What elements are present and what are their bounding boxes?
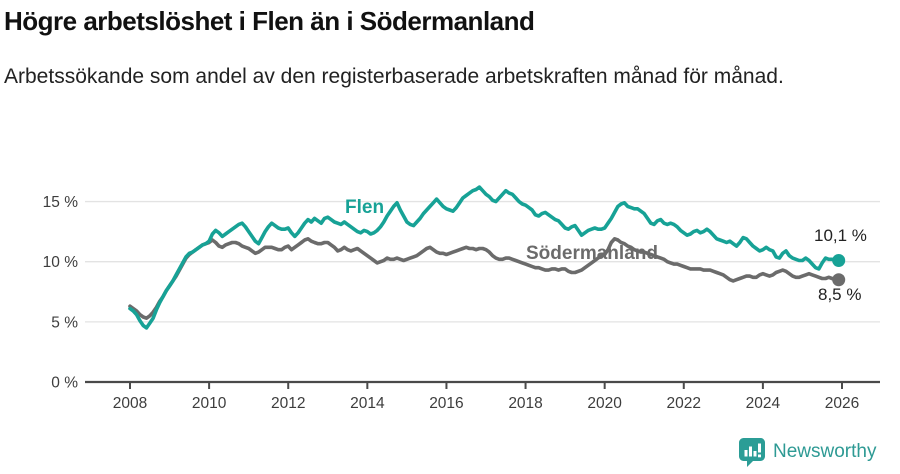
newsworthy-logo-icon — [738, 437, 766, 467]
x-tick-label: 2010 — [192, 395, 227, 412]
x-tick-label: 2014 — [350, 395, 385, 412]
x-tick-label: 2020 — [587, 395, 622, 412]
chart-subtitle: Arbetssökande som andel av den registerb… — [4, 65, 784, 88]
series-label-flen: Flen — [345, 197, 385, 218]
y-tick-label: 5 % — [51, 314, 78, 331]
x-tick-label: 2024 — [746, 395, 781, 412]
page-title: Högre arbetslöshet i Flen än i Södermanl… — [4, 6, 535, 36]
y-tick-label: 0 % — [51, 375, 78, 392]
series-end-dot-flen — [832, 253, 846, 267]
series-line-flen — [128, 185, 841, 330]
newsworthy-brand-text: Newsworthy — [773, 441, 877, 462]
series-end-dot-södermanland — [832, 273, 846, 287]
y-tick-label: 15 % — [43, 194, 79, 211]
newsworthy-brand-link[interactable]: Newsworthy — [738, 437, 876, 467]
y-tick-label: 10 % — [43, 254, 79, 271]
end-value-sodermanland: 8,5 % — [818, 285, 862, 304]
series-line-södermanland — [128, 237, 841, 321]
x-tick-label: 2022 — [667, 395, 701, 412]
x-tick-label: 2008 — [113, 395, 147, 412]
series-label-sodermanland: Södermanland — [526, 243, 658, 264]
x-tick-label: 2026 — [825, 395, 859, 412]
x-tick-label: 2016 — [429, 395, 463, 412]
x-tick-label: 2018 — [508, 395, 542, 412]
x-tick-label: 2012 — [271, 395, 305, 412]
end-value-flen: 10,1 % — [814, 226, 867, 245]
